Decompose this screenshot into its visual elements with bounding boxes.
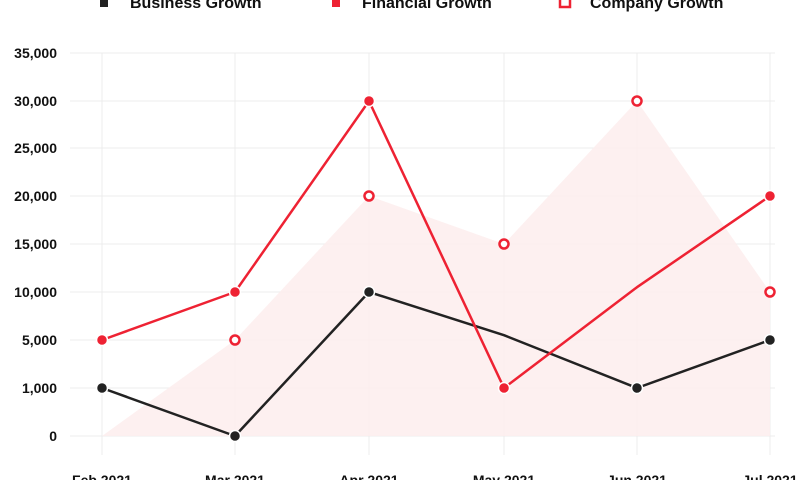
point-company-growth <box>498 238 510 250</box>
legend: Business Growth Financial Growth Company G… <box>100 0 723 12</box>
line-financial-growth <box>101 99 771 390</box>
area-company-growth <box>102 101 770 436</box>
x-tick-label: Jul 2021 <box>742 472 797 480</box>
y-tick-label: 1,000 <box>22 380 57 396</box>
point-layer <box>95 94 777 443</box>
y-tick-label: 20,000 <box>14 188 57 204</box>
legend-item-company-growth: Company Growth <box>558 0 723 12</box>
y-tick-label: 35,000 <box>14 45 57 61</box>
point-financial-growth <box>95 333 109 347</box>
point-company-growth <box>229 334 241 346</box>
legend-swatch <box>100 0 108 7</box>
point-financial-growth <box>228 285 242 299</box>
x-tick-label: May 2021 <box>473 472 535 480</box>
legend-label: Company Growth <box>590 0 723 12</box>
point-company-growth <box>363 190 375 202</box>
point-company-growth <box>764 286 776 298</box>
point-business-growth <box>95 381 109 395</box>
y-tick-label: 30,000 <box>14 93 57 109</box>
line-layer <box>101 99 771 438</box>
x-tick-label: Mar 2021 <box>205 472 265 480</box>
y-tick-label: 10,000 <box>14 284 57 300</box>
x-axis-ticks: Feb 2021 Mar 2021 Apr 2021 May 2021 Jun 2021… <box>72 472 798 480</box>
legend-label: Financial Growth <box>362 0 492 12</box>
point-financial-growth <box>763 189 777 203</box>
area-layer <box>102 101 770 436</box>
y-axis-ticks: 0 1,000 5,000 10,000 15,000 20,000 25,000 30,00… <box>14 45 57 444</box>
point-financial-growth <box>362 94 376 108</box>
x-tick-label: Jun 2021 <box>607 472 667 480</box>
x-tick-label: Apr 2021 <box>339 472 398 480</box>
point-business-growth <box>630 381 644 395</box>
legend-item-financial-growth: Financial Growth <box>332 0 492 12</box>
y-tick-label: 15,000 <box>14 236 57 252</box>
point-financial-growth <box>497 381 511 395</box>
point-company-growth <box>631 95 643 107</box>
legend-swatch <box>332 0 340 7</box>
x-tick-label: Feb 2021 <box>72 472 132 480</box>
y-tick-label: 25,000 <box>14 140 57 156</box>
point-business-growth <box>362 285 376 299</box>
y-tick-label: 0 <box>49 428 57 444</box>
legend-label: Business Growth <box>130 0 262 12</box>
line-business-growth <box>101 290 771 438</box>
legend-item-business-growth: Business Growth <box>100 0 262 12</box>
legend-swatch <box>558 0 572 9</box>
y-tick-label: 5,000 <box>22 332 57 348</box>
point-business-growth <box>228 429 242 443</box>
point-business-growth <box>763 333 777 347</box>
